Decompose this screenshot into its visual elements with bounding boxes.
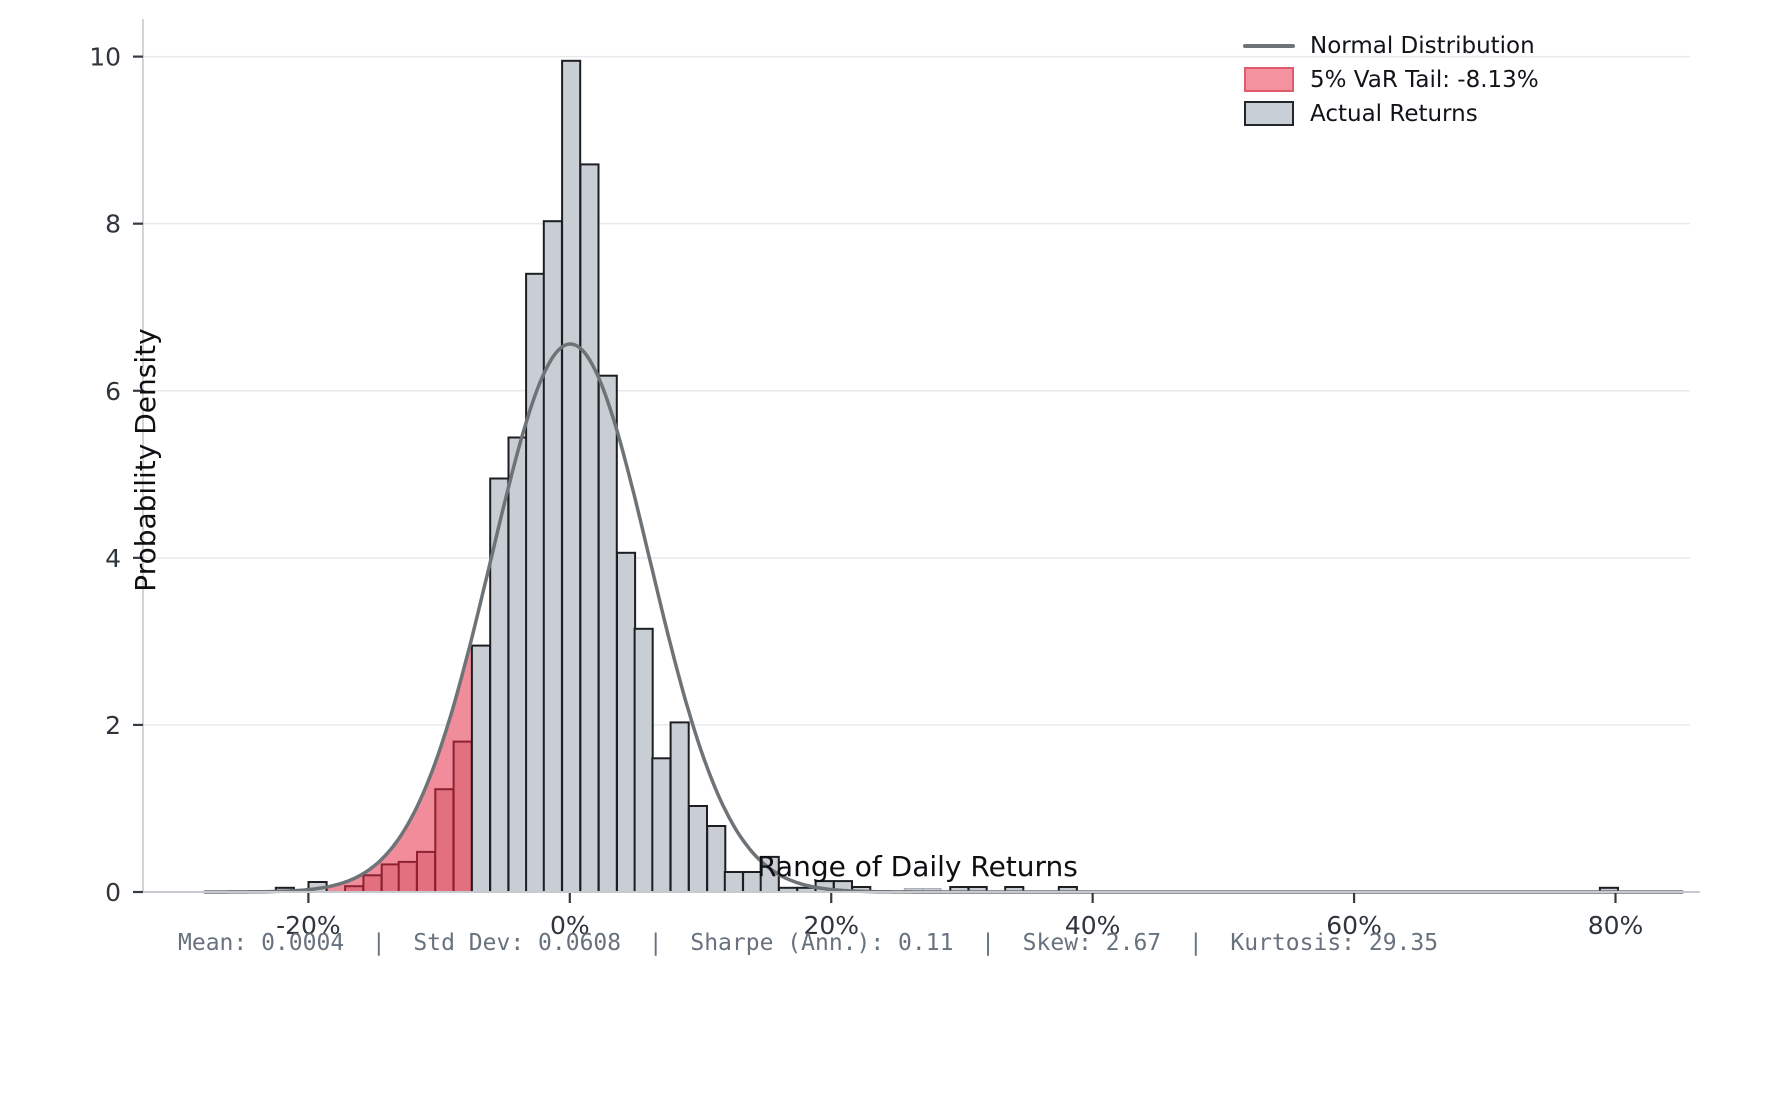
y-tick-label: 0 [105,878,121,907]
x-tick-label: 40% [1065,911,1121,940]
x-tick-label: 20% [803,911,859,940]
var-tail-patch-icon [1244,67,1294,92]
y-tick-label: 2 [105,711,121,740]
legend-line-swatch [1243,43,1295,48]
actual-returns-patch-icon [1244,101,1294,126]
x-tick-label: 0% [550,911,590,940]
x-tick-label: 60% [1326,911,1382,940]
y-tick-label: 8 [105,210,121,239]
histogram-bar [616,551,637,893]
legend: Normal Distribution 5% VaR Tail: -8.13% … [1243,32,1539,127]
x-tick-label: 80% [1588,911,1644,940]
legend-item-normal-distribution: Normal Distribution [1243,32,1539,59]
histogram-bar [561,59,582,894]
y-tick-label: 6 [105,377,121,406]
legend-label: Normal Distribution [1310,32,1535,59]
legend-item-actual-returns: Actual Returns [1243,100,1539,127]
histogram-bar [489,477,510,893]
histogram-bar [507,436,528,893]
legend-patch-swatch [1243,67,1295,92]
histogram-bar [525,272,546,893]
legend-label: Actual Returns [1310,100,1478,127]
stats-line: Mean: 0.0004 | Std Dev: 0.0608 | Sharpe … [178,930,1439,956]
legend-label: 5% VaR Tail: -8.13% [1310,66,1539,93]
legend-item-var-tail: 5% VaR Tail: -8.13% [1243,66,1539,93]
legend-patch-swatch [1243,101,1295,126]
y-axis-label: Probability Density [129,328,163,592]
y-tick-label: 10 [89,43,121,72]
y-tick-label: 4 [105,544,121,573]
histogram-bar [579,163,600,893]
x-tick-label: -20% [276,911,341,940]
normal-distribution-line-icon [1243,43,1295,48]
histogram-bar [597,374,618,893]
histogram-bar [542,220,563,893]
x-axis-label: Range of Daily Returns [757,850,1078,883]
